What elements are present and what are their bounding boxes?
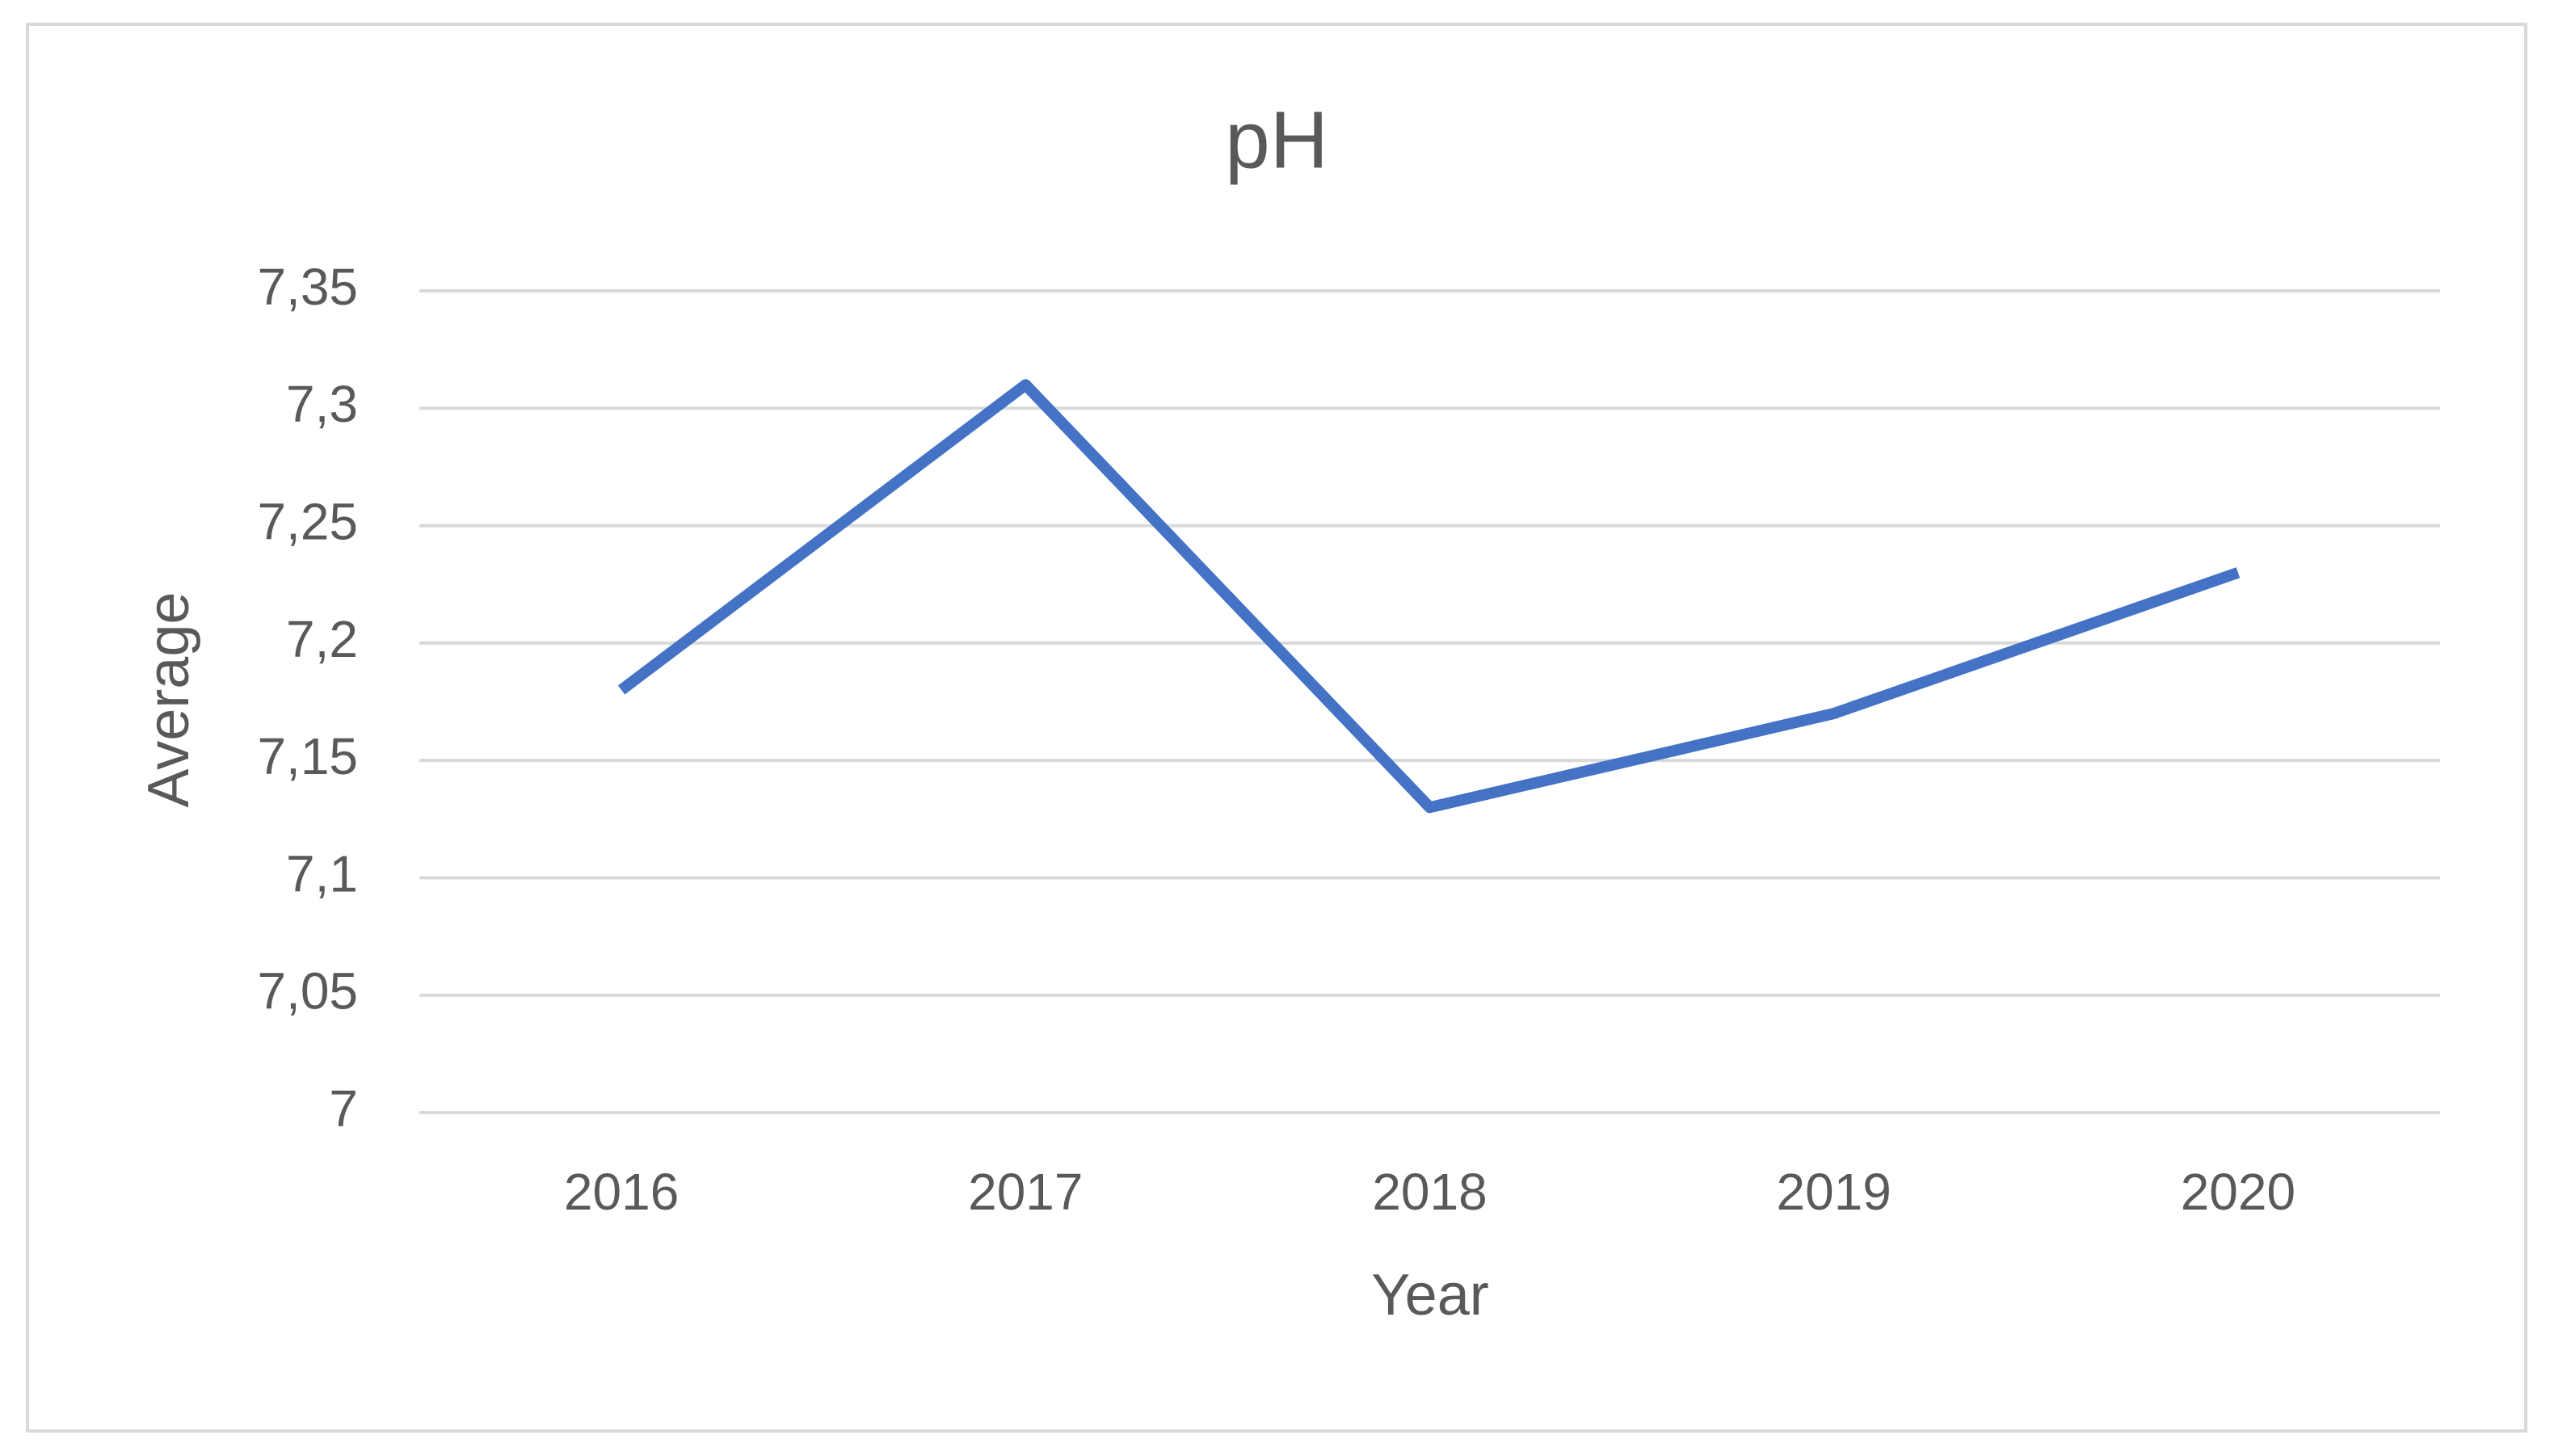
x-axis-label: Year [1371,1263,1488,1328]
chart-title: pH [1225,95,1328,185]
y-tick-label: 7,35 [257,258,358,316]
x-tick-label: 2016 [564,1163,679,1221]
x-tick-label: 2018 [1372,1163,1487,1221]
y-tick-label: 7,15 [257,727,358,785]
y-tick-label: 7,25 [257,492,358,550]
y-axis-label: Average [137,592,201,808]
x-tick-label: 2019 [1777,1163,1891,1221]
y-tick-label: 7 [329,1079,358,1138]
y-tick-label: 7,3 [286,375,358,433]
x-tick-label: 2017 [968,1163,1083,1221]
y-tick-label: 7,05 [257,962,358,1020]
data-line [617,379,2241,814]
y-tick-label: 7,2 [286,610,358,668]
chart-border [26,23,2527,1433]
x-tick-label: 2020 [2181,1163,2295,1221]
y-tick-label: 7,1 [286,844,358,903]
